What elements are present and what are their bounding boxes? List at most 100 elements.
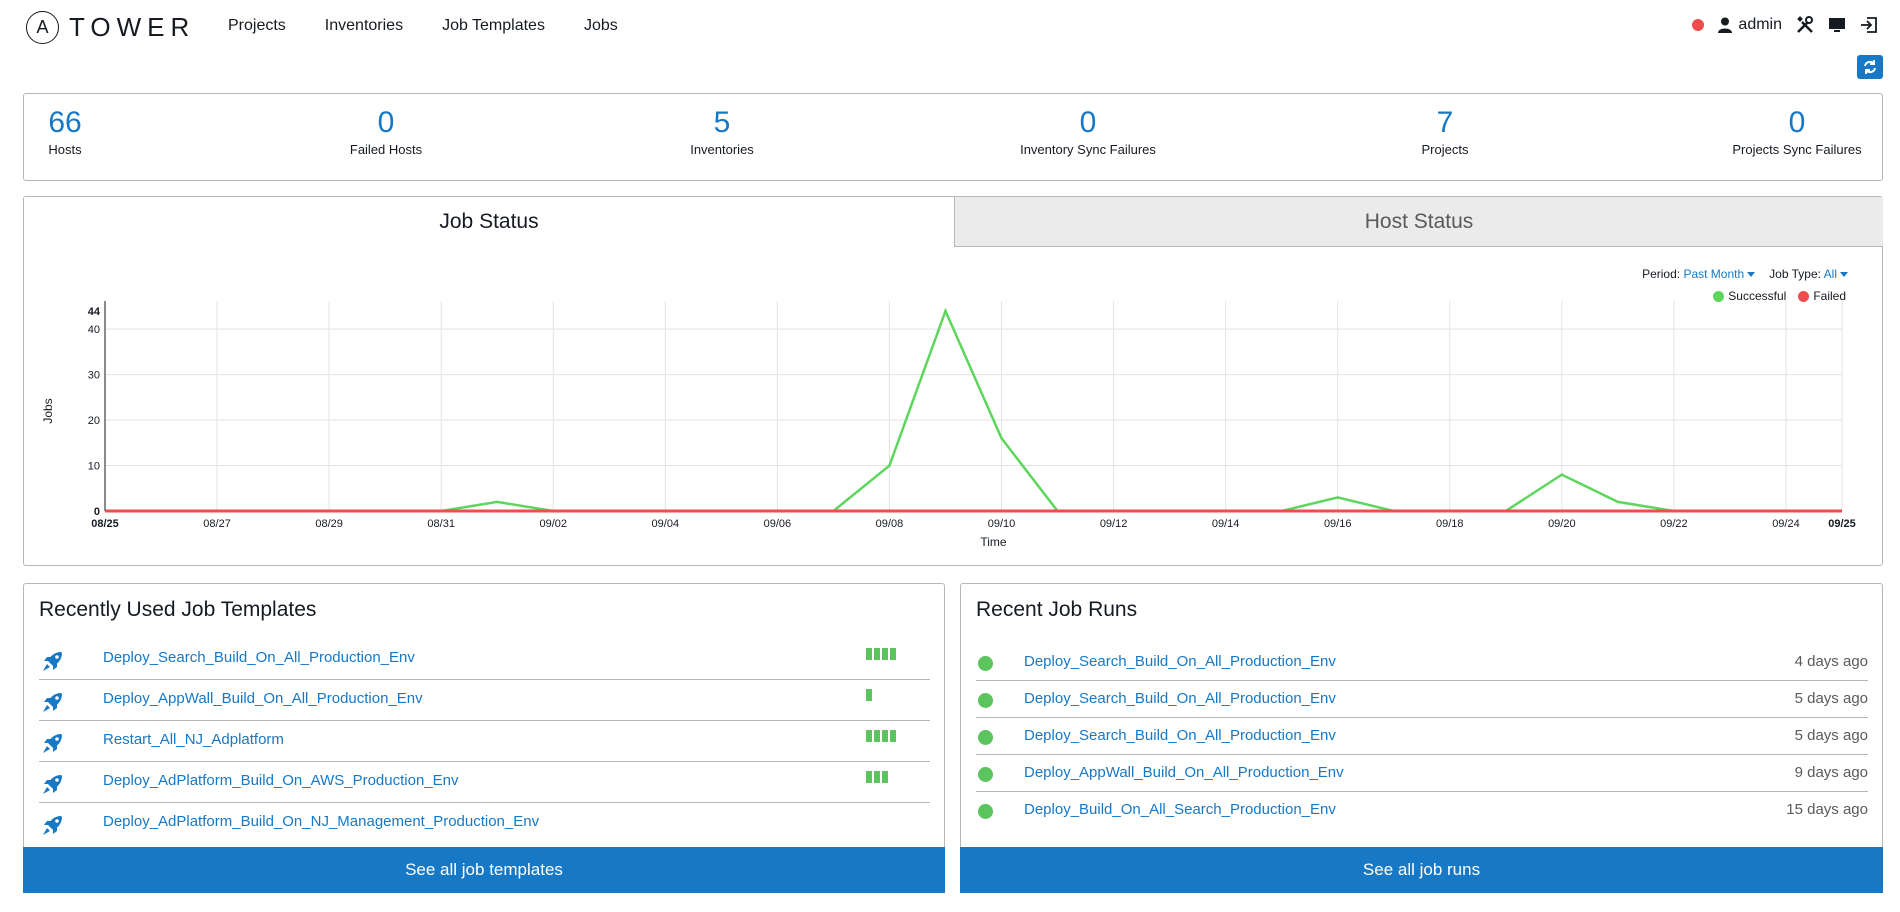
count-inventories[interactable]: 5 Inventories — [690, 106, 754, 157]
logout-icon[interactable] — [1860, 17, 1878, 33]
sparkline-bar-success[interactable] — [866, 730, 872, 742]
count-inventory-sync-failures[interactable]: 0 Inventory Sync Failures — [1020, 106, 1156, 157]
sparkline-bar-success[interactable] — [874, 771, 880, 783]
x-tick-label: 09/25 — [1828, 518, 1856, 530]
nav-jobs[interactable]: Jobs — [583, 17, 618, 34]
job-run-link[interactable]: Deploy_Search_Build_On_All_Production_En… — [1024, 727, 1336, 744]
count-projects-sync-failures[interactable]: 0 Projects Sync Failures — [1732, 106, 1861, 157]
job-status-dot[interactable] — [978, 656, 993, 671]
x-tick-label: 09/12 — [1100, 518, 1128, 530]
rocket-icon[interactable] — [41, 731, 65, 755]
job-run-row: Deploy_Search_Build_On_All_Production_En… — [976, 718, 1868, 755]
job-run-link[interactable]: Deploy_AppWall_Build_On_All_Production_E… — [1024, 764, 1344, 781]
tower-logo[interactable]: A TOWER — [26, 11, 195, 44]
count-label: Inventory Sync Failures — [1020, 142, 1156, 157]
template-row: Deploy_Search_Build_On_All_Production_En… — [39, 639, 930, 680]
count-value: 0 — [377, 106, 395, 139]
x-tick-label: 09/16 — [1324, 518, 1352, 530]
nav-projects[interactable]: Projects — [228, 17, 286, 34]
tab-host-status[interactable]: Host Status — [954, 197, 1883, 247]
template-link[interactable]: Deploy_AdPlatform_Build_On_NJ_Management… — [103, 813, 540, 830]
user-menu[interactable]: admin — [1718, 16, 1782, 34]
template-row: Restart_All_NJ_Adplatform — [39, 721, 930, 762]
sparkline-bar-success[interactable] — [882, 648, 888, 660]
x-tick-label: 08/25 — [91, 518, 119, 530]
sparkline-bar-success[interactable] — [874, 648, 880, 660]
template-link[interactable]: Deploy_AppWall_Build_On_All_Production_E… — [103, 690, 423, 707]
sparkline-bar-success[interactable] — [866, 771, 872, 783]
sparkline-bar-success[interactable] — [890, 730, 896, 742]
rocket-icon[interactable] — [41, 649, 65, 673]
job-run-link[interactable]: Deploy_Search_Build_On_All_Production_En… — [1024, 653, 1336, 670]
job-status-dot[interactable] — [978, 730, 993, 745]
job-type-label: Job Type: — [1769, 267, 1821, 281]
sparkline-bar-success[interactable] — [874, 730, 880, 742]
job-run-row: Deploy_Search_Build_On_All_Production_En… — [976, 644, 1868, 681]
job-run-time: 9 days ago — [1794, 764, 1868, 781]
job-sparkline — [866, 689, 872, 701]
rocket-icon[interactable] — [41, 690, 65, 714]
counts-bar: 66 Hosts 0 Failed Hosts 5 Inventories 0 … — [23, 93, 1883, 181]
job-run-time: 4 days ago — [1794, 653, 1868, 670]
x-axis-label: Time — [980, 535, 1007, 549]
count-failed-hosts[interactable]: 0 Failed Hosts — [350, 106, 422, 157]
see-all-runs-button[interactable]: See all job runs — [960, 847, 1883, 893]
main-nav: Projects Inventories Job Templates Jobs — [228, 17, 657, 35]
nav-job-templates[interactable]: Job Templates — [442, 17, 545, 34]
logo-letter: A — [36, 17, 49, 37]
y-tick-label: 20 — [88, 415, 100, 427]
logo-mark: A — [26, 11, 59, 44]
sparkline-bar-success[interactable] — [866, 648, 872, 660]
y-tick-label: 44 — [88, 306, 101, 318]
job-sparkline — [866, 771, 888, 783]
job-status-dot[interactable] — [978, 804, 993, 819]
rocket-icon[interactable] — [41, 813, 65, 837]
template-link[interactable]: Deploy_AdPlatform_Build_On_AWS_Productio… — [103, 772, 459, 789]
count-value: 0 — [1788, 106, 1806, 139]
x-tick-label: 09/14 — [1212, 518, 1240, 530]
template-link[interactable]: Restart_All_NJ_Adplatform — [103, 731, 284, 748]
legend-dot-successful — [1713, 290, 1725, 302]
nav-inventories[interactable]: Inventories — [324, 17, 404, 34]
job-run-row: Deploy_Build_On_All_Search_Production_En… — [976, 792, 1868, 829]
monitor-icon[interactable] — [1828, 17, 1846, 33]
refresh-button[interactable] — [1857, 55, 1883, 79]
job-status-dot[interactable] — [978, 767, 993, 782]
tab-job-status[interactable]: Job Status — [24, 197, 954, 247]
sparkline-bar-success[interactable] — [882, 730, 888, 742]
chevron-down-icon — [1747, 272, 1756, 278]
sparkline-bar-success[interactable] — [866, 689, 872, 701]
rocket-icon[interactable] — [41, 772, 65, 796]
job-run-link[interactable]: Deploy_Build_On_All_Search_Production_En… — [1024, 801, 1336, 818]
job-run-link[interactable]: Deploy_Search_Build_On_All_Production_En… — [1024, 690, 1336, 707]
job-status-dot[interactable] — [978, 693, 993, 708]
x-tick-label: 09/24 — [1772, 518, 1800, 530]
job-type-filter[interactable]: Job Type: All — [1769, 267, 1848, 281]
x-tick-label: 09/22 — [1660, 518, 1688, 530]
y-tick-label: 30 — [88, 370, 100, 382]
sparkline-bar-success[interactable] — [890, 648, 896, 660]
count-projects[interactable]: 7 Projects — [1422, 106, 1469, 157]
count-value: 5 — [713, 106, 731, 139]
x-tick-label: 08/29 — [315, 518, 343, 530]
system-status-dot[interactable] — [1692, 19, 1705, 31]
recent-runs-panel: Recent Job Runs Deploy_Search_Build_On_A… — [960, 583, 1883, 893]
period-filter[interactable]: Period: Past Month — [1642, 267, 1756, 281]
count-label: Projects Sync Failures — [1732, 142, 1862, 157]
sparkline-bar-success[interactable] — [882, 771, 888, 783]
count-label: Failed Hosts — [349, 142, 423, 157]
chart-legend: Successful Failed — [1713, 289, 1846, 303]
job-run-time: 5 days ago — [1794, 690, 1868, 707]
job-status-chart: 08/25 08/27 08/29 08/31 09/02 09/04 09/06 09/08… — [41, 301, 1856, 549]
count-hosts[interactable]: 66 Hosts — [48, 106, 81, 157]
template-link[interactable]: Deploy_Search_Build_On_All_Production_En… — [103, 649, 415, 666]
y-tick-label: 40 — [88, 324, 100, 336]
tools-icon[interactable] — [1796, 16, 1814, 34]
x-tick-label: 09/18 — [1436, 518, 1464, 530]
template-row: Deploy_AdPlatform_Build_On_NJ_Management… — [39, 803, 930, 844]
x-tick-label: 08/31 — [427, 518, 455, 530]
legend-successful[interactable]: Successful — [1713, 289, 1786, 303]
legend-failed[interactable]: Failed — [1798, 289, 1846, 303]
period-label: Period: — [1642, 267, 1681, 281]
see-all-templates-button[interactable]: See all job templates — [23, 847, 945, 893]
